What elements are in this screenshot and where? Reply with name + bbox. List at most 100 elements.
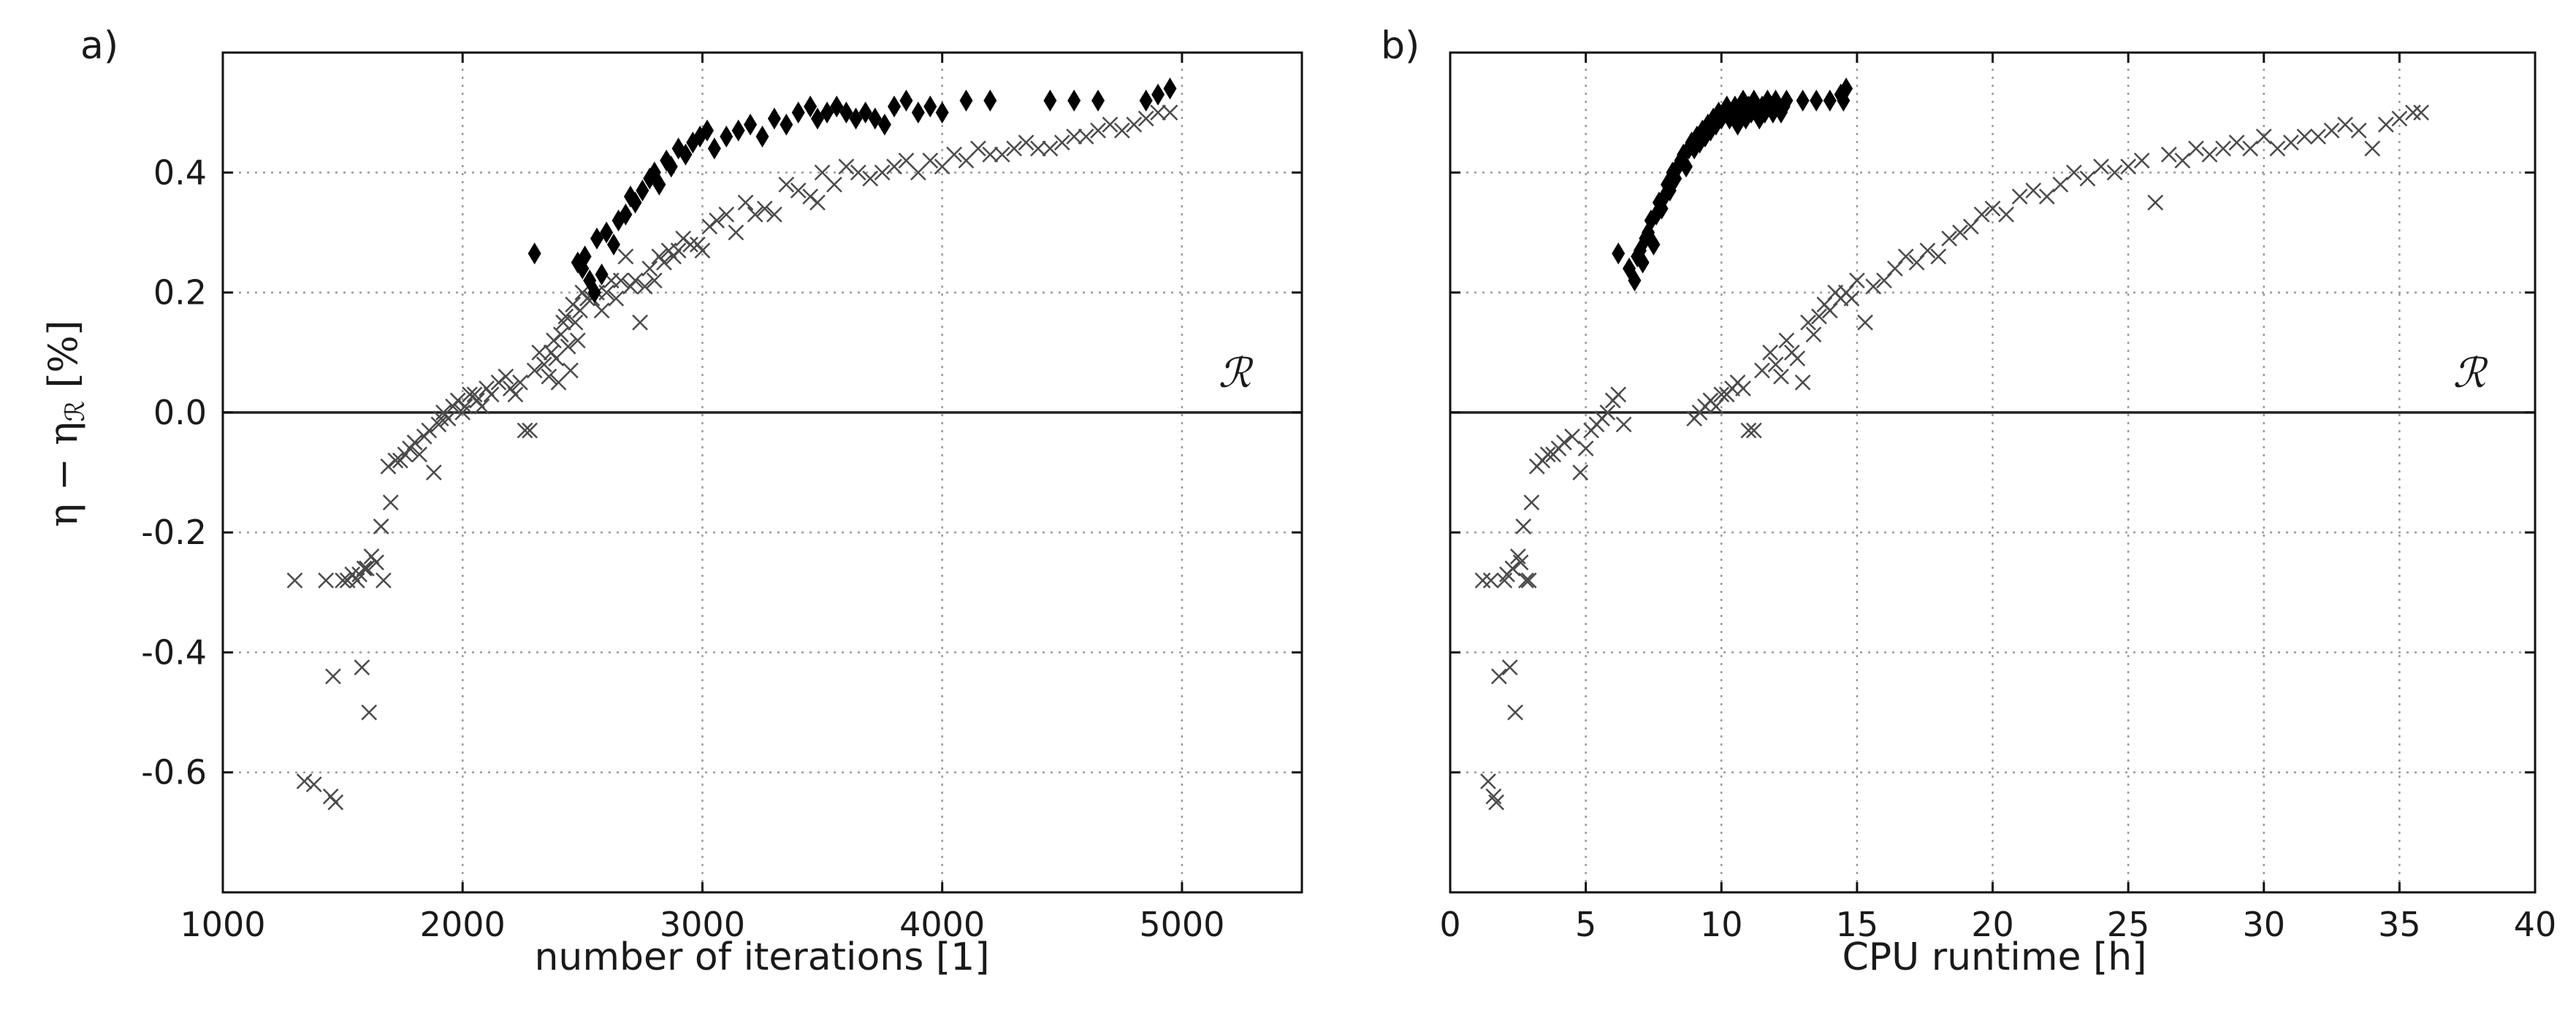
data-point-cross xyxy=(1490,668,1507,685)
data-point-cross xyxy=(1615,416,1632,433)
data-point-cross xyxy=(473,398,490,415)
panel-a: a) η − ηℛ [%] number of iterations [1] ℛ… xyxy=(40,24,1303,979)
data-point-cross xyxy=(2269,140,2286,157)
data-point-cross xyxy=(560,338,576,355)
data-point-cross xyxy=(335,572,351,589)
data-point-cross xyxy=(2364,140,2381,157)
series-diamond xyxy=(527,77,1177,304)
data-point-cross xyxy=(1762,344,1778,361)
data-point-cross xyxy=(483,386,500,403)
data-point-cross xyxy=(1735,380,1751,397)
data-point-cross xyxy=(612,272,629,289)
data-point-diamond xyxy=(1151,83,1165,106)
x-tick-label: 3000 xyxy=(660,905,745,944)
data-point-diamond xyxy=(959,89,973,112)
data-point-cross xyxy=(1090,122,1106,139)
data-point-cross xyxy=(440,410,457,426)
data-point-cross xyxy=(1865,278,1882,295)
data-point-cross xyxy=(1162,104,1178,121)
y-tick-label: 0.2 xyxy=(153,273,207,313)
panel-b: b) CPU runtime [h] ℛ 0 5 10 15 20 25 30 35 40 xyxy=(1381,24,2556,979)
data-point-cross xyxy=(766,206,782,223)
data-point-diamond xyxy=(587,281,601,304)
data-point-cross xyxy=(348,572,365,589)
data-point-cross xyxy=(718,206,735,223)
x-tick-label: 0 xyxy=(1439,905,1460,944)
x-tick-label: 15 xyxy=(1836,905,1879,944)
data-point-diamond xyxy=(1163,77,1177,100)
data-point-cross xyxy=(874,164,891,181)
data-point-cross xyxy=(1539,446,1556,463)
data-point-diamond xyxy=(1780,89,1794,112)
data-point-cross xyxy=(2337,116,2354,133)
data-point-cross xyxy=(2065,164,2082,181)
panel-a-label: a) xyxy=(80,24,118,68)
data-point-cross xyxy=(982,146,999,163)
data-point-cross xyxy=(636,278,653,295)
data-point-diamond xyxy=(731,119,745,142)
data-point-cross xyxy=(2310,129,2326,145)
data-point-cross xyxy=(1488,794,1504,811)
x-tick-label: 10 xyxy=(1700,905,1743,944)
data-point-diamond xyxy=(923,95,937,118)
data-point-cross xyxy=(1800,314,1816,331)
data-point-cross xyxy=(670,242,687,258)
data-point-cross xyxy=(617,248,634,265)
data-point-diamond xyxy=(1837,89,1851,112)
data-point-cross xyxy=(2093,158,2109,175)
data-point-cross xyxy=(406,434,423,451)
data-point-cross xyxy=(809,194,826,211)
data-point-cross xyxy=(466,386,483,403)
reference-label-a: ℛ xyxy=(1219,350,1254,397)
data-point-cross xyxy=(354,659,370,675)
data-point-cross xyxy=(2120,158,2137,175)
data-point-cross xyxy=(1599,404,1616,421)
x-tick-label: 5 xyxy=(1575,905,1596,944)
data-point-cross xyxy=(728,224,744,241)
data-point-diamond xyxy=(707,137,721,160)
data-point-cross xyxy=(994,146,1010,163)
data-point-cross xyxy=(531,344,548,361)
data-point-cross xyxy=(387,452,404,469)
data-point-cross xyxy=(1078,129,1094,145)
data-point-cross xyxy=(970,140,986,157)
data-point-cross xyxy=(457,398,473,415)
data-point-cross xyxy=(1610,386,1627,403)
data-point-cross xyxy=(1984,200,2001,217)
data-point-diamond xyxy=(1647,233,1661,256)
data-point-cross xyxy=(359,560,375,577)
data-point-diamond xyxy=(628,191,642,214)
data-point-diamond xyxy=(935,102,949,124)
data-point-diamond xyxy=(983,89,997,112)
data-point-cross xyxy=(694,242,711,258)
y-tick-label: 0.0 xyxy=(153,393,207,432)
data-point-cross xyxy=(2133,152,2150,169)
series-cross xyxy=(286,104,1178,811)
data-point-cross xyxy=(1952,224,1968,241)
data-point-cross xyxy=(1042,140,1059,157)
data-point-cross xyxy=(1507,704,1523,721)
data-point-diamond xyxy=(780,113,793,136)
data-point-diamond xyxy=(877,113,891,136)
data-point-cross xyxy=(1523,494,1540,510)
data-point-diamond xyxy=(652,173,666,196)
data-point-diamond xyxy=(755,126,769,148)
data-point-cross xyxy=(1512,554,1529,571)
data-point-diamond xyxy=(1840,77,1853,100)
data-point-cross xyxy=(305,776,322,793)
data-point-cross xyxy=(886,158,902,175)
data-point-diamond xyxy=(527,242,541,265)
data-point-cross xyxy=(632,314,648,331)
data-point-cross xyxy=(563,362,579,379)
data-point-cross xyxy=(1030,140,1046,157)
data-point-cross xyxy=(838,158,855,175)
data-point-cross xyxy=(557,308,574,325)
data-point-diamond xyxy=(701,119,715,142)
data-point-diamond xyxy=(791,102,805,124)
panel-b-label: b) xyxy=(1381,24,1420,68)
data-point-cross xyxy=(1501,659,1518,675)
data-point-cross xyxy=(1805,326,1822,342)
data-point-diamond xyxy=(600,221,614,244)
data-point-cross xyxy=(425,464,442,480)
